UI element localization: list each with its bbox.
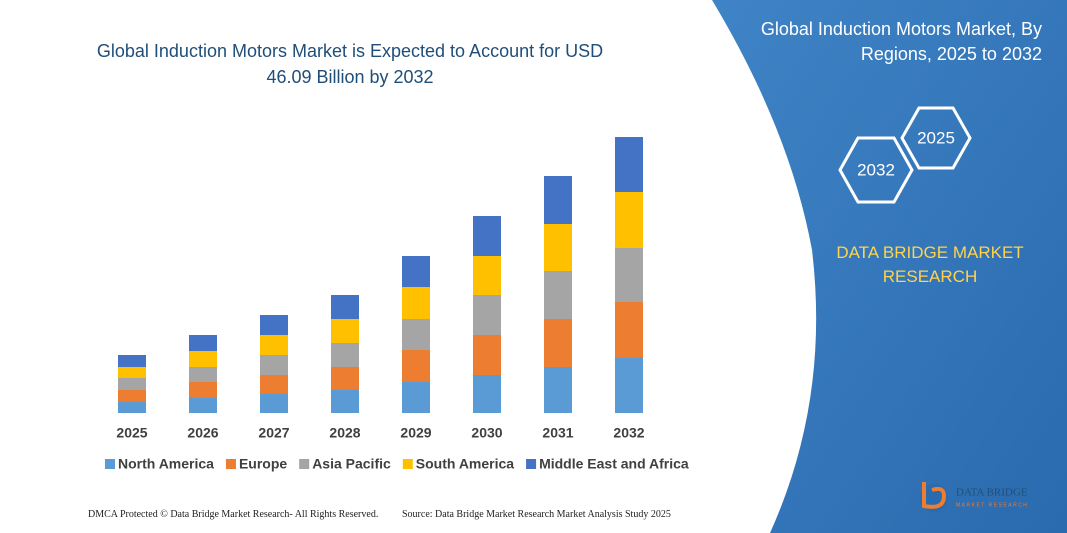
brand: DATA BRIDGE MARKET RESEARCH — [836, 243, 1024, 286]
bar-segment — [118, 378, 146, 390]
x-tick-label: 2030 — [471, 425, 502, 441]
bar-segment — [615, 302, 643, 358]
bar-segment — [189, 351, 217, 367]
hex-label: 2032 — [857, 160, 895, 179]
logo-mark — [922, 482, 947, 509]
bar-segment — [544, 367, 572, 413]
bar-segment — [189, 367, 217, 382]
bar-segment — [189, 335, 217, 351]
bar-segment — [331, 295, 359, 319]
bar-segment — [544, 176, 572, 224]
bar-segment — [544, 224, 572, 271]
bar-segment — [331, 367, 359, 390]
bar-segment — [402, 287, 430, 319]
chart-title: Global Induction Motors Market is Expect… — [96, 41, 604, 87]
hex-label: 2025 — [917, 128, 955, 147]
bar-segment — [260, 355, 288, 375]
x-tick-label: 2032 — [613, 425, 644, 441]
bar-segment — [260, 315, 288, 335]
legend-label: Europe — [239, 456, 287, 472]
bar-segment — [118, 390, 146, 402]
bar-segment — [118, 367, 146, 378]
bar-segment — [331, 319, 359, 343]
bar-segment — [615, 248, 643, 302]
bar-segment — [189, 382, 217, 398]
bar-segment — [473, 295, 501, 335]
bar-segment — [260, 394, 288, 413]
x-tick-label: 2028 — [329, 425, 360, 441]
x-tick-label: 2025 — [116, 425, 147, 441]
legend-label: South America — [416, 456, 514, 472]
bar-segment — [615, 358, 643, 413]
legend-swatch — [105, 459, 115, 469]
bar-segment — [615, 192, 643, 248]
bar-segment — [473, 216, 501, 256]
bar-segment — [615, 137, 643, 192]
bar-segment — [473, 256, 501, 295]
x-tick-label: 2031 — [542, 425, 573, 441]
legend-label: Middle East and Africa — [539, 456, 689, 472]
legend-label: North America — [118, 456, 214, 472]
bar-segment — [118, 355, 146, 367]
bar-segment — [473, 335, 501, 375]
panel-title: Global Induction Motors Market, By Regio… — [760, 19, 1042, 64]
logo-subtext: MARKET RESEARCH — [956, 502, 1028, 508]
legend-label: Asia Pacific — [312, 456, 391, 472]
bar-segment — [260, 375, 288, 394]
bar-segment — [331, 390, 359, 413]
footer-left: DMCA Protected © Data Bridge Market Rese… — [88, 509, 379, 520]
bar-segment — [544, 319, 572, 367]
legend-swatch — [526, 459, 537, 469]
logo-text: DATA BRIDGE — [956, 487, 1028, 499]
x-tick-label: 2029 — [400, 425, 431, 441]
side-panel — [712, 0, 1067, 533]
bar-segment — [189, 398, 217, 413]
bar-segment — [118, 402, 146, 413]
bar-segment — [331, 343, 359, 367]
x-tick-label: 2026 — [187, 425, 218, 441]
bar-segment — [402, 382, 430, 413]
footer-right: Source: Data Bridge Market Research Mark… — [402, 509, 671, 520]
x-tick-label: 2027 — [258, 425, 289, 441]
legend-swatch — [402, 459, 413, 469]
legend-swatch — [225, 459, 236, 469]
bar-segment — [544, 271, 572, 319]
bar-segment — [402, 350, 430, 382]
bar-segment — [473, 375, 501, 413]
hexagons — [838, 106, 972, 204]
legend-swatch — [299, 459, 310, 469]
bar-segment — [260, 335, 288, 355]
bar-segment — [402, 256, 430, 287]
bar-segment — [402, 319, 430, 350]
